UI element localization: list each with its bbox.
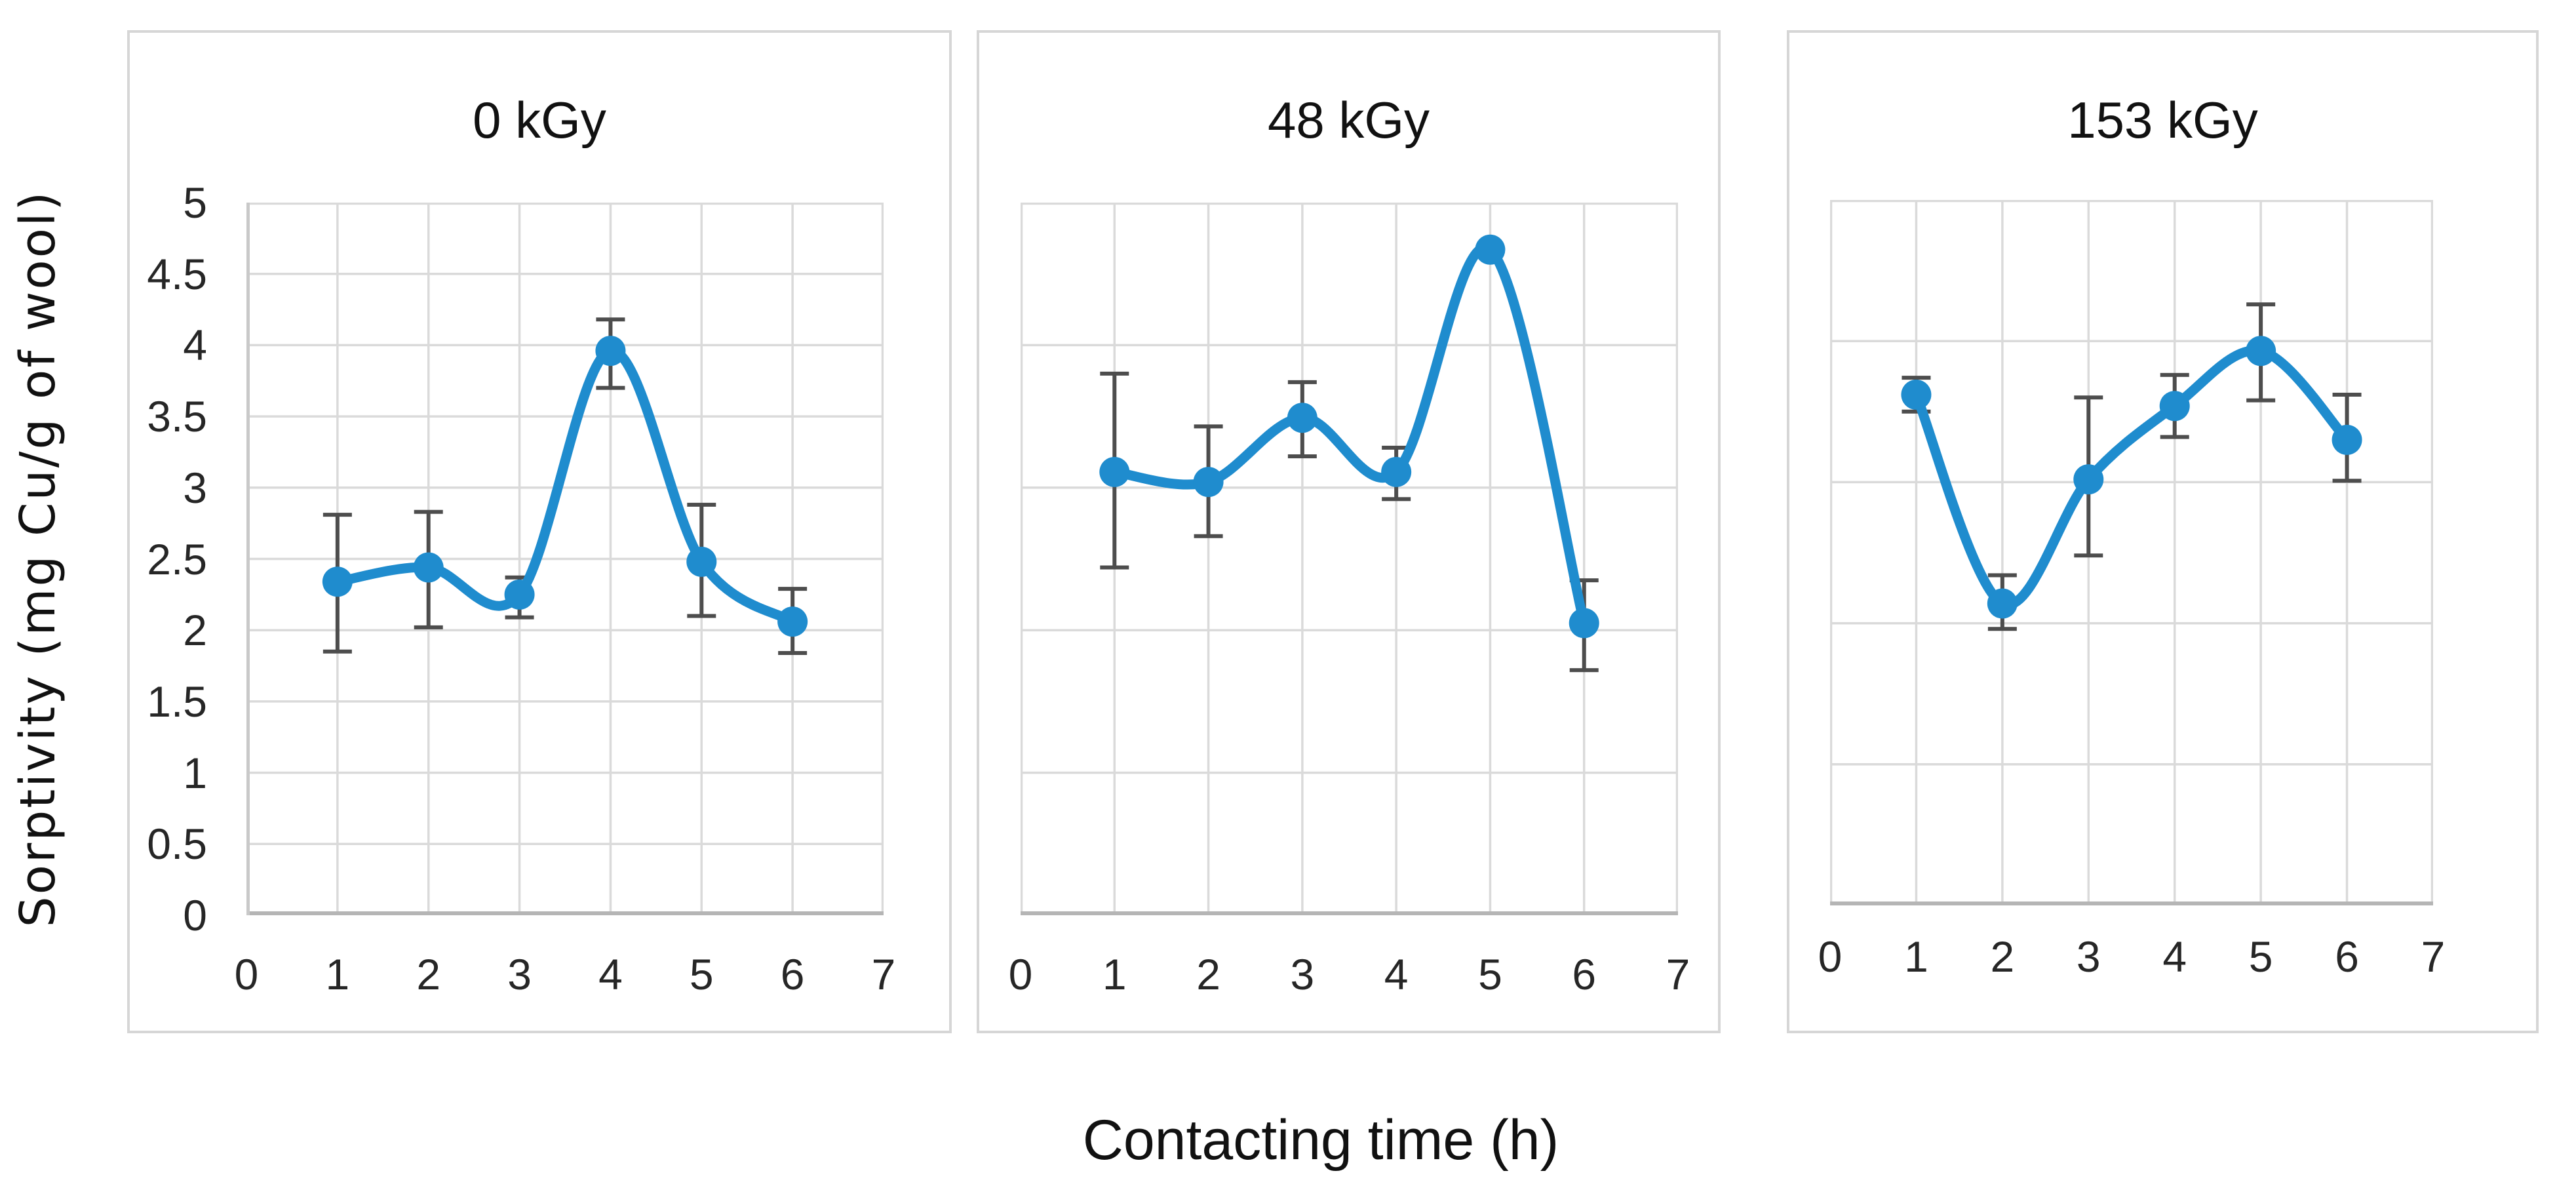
line-chart-2 xyxy=(1830,200,2433,905)
data-point-marker xyxy=(1569,608,1599,639)
panel-title-48kgy: 48 kGy xyxy=(1267,91,1430,149)
data-point-marker xyxy=(413,552,444,583)
data-point-marker xyxy=(1099,456,1130,487)
x-tick-label: 1 xyxy=(1102,950,1127,999)
x-tick-label: 0 xyxy=(1008,950,1033,999)
data-point-marker xyxy=(1193,467,1224,498)
plot-border xyxy=(1830,200,2433,905)
y-tick-label: 2.5 xyxy=(147,534,207,584)
plot-border xyxy=(1021,203,1678,915)
x-tick-label: 7 xyxy=(871,950,896,999)
data-point-marker xyxy=(1381,456,1412,487)
data-point-marker xyxy=(686,546,717,577)
x-axis-label: Contacting time (h) xyxy=(1082,1109,1559,1172)
data-point-marker xyxy=(777,606,808,637)
y-tick-label: 3 xyxy=(183,463,207,512)
data-point-marker xyxy=(1475,234,1506,265)
data-point-marker xyxy=(1987,588,2018,619)
y-tick-label: 0.5 xyxy=(147,820,207,869)
x-tick-label: 0 xyxy=(1818,932,1843,981)
y-tick-label: 4.5 xyxy=(147,249,207,298)
y-tick-label: 1 xyxy=(183,748,207,797)
x-tick-label: 6 xyxy=(2335,932,2359,981)
data-point-marker xyxy=(2246,336,2276,366)
series-line xyxy=(1109,243,1590,628)
x-tick-label: 5 xyxy=(1478,950,1502,999)
x-tick-label: 6 xyxy=(780,950,805,999)
data-point-marker xyxy=(595,336,626,366)
x-tick-label: 4 xyxy=(2162,932,2187,981)
x-tick-label: 2 xyxy=(416,950,441,999)
x-tick-label: 2 xyxy=(1196,950,1220,999)
plot-area-48kgy xyxy=(1021,203,1678,915)
y-tick-label: 3.5 xyxy=(147,392,207,441)
data-point-marker xyxy=(2332,424,2362,455)
data-point-marker xyxy=(322,566,353,597)
x-tick-label: 2 xyxy=(1990,932,2015,981)
x-tick-label: 1 xyxy=(325,950,350,999)
y-tick-label: 5 xyxy=(183,178,207,227)
data-point-marker xyxy=(504,579,535,610)
plot-area-0kgy xyxy=(246,203,884,915)
x-tick-label: 7 xyxy=(1666,950,1690,999)
data-point-marker xyxy=(2159,391,2190,422)
chart-panel-153kgy: 153 kGy 0 1 2 3 4 5 6 7 xyxy=(1787,30,2539,1033)
line-chart-0 xyxy=(246,203,884,915)
chart-panel-0kgy: 0 kGy 0 1 2 3 4 5 6 7 5 4.5 4 3.5 3 2.5 2 1.5 1 0.5 0 xyxy=(127,30,952,1033)
y-tick-label: 1.5 xyxy=(147,677,207,726)
x-tick-label: 1 xyxy=(1904,932,1928,981)
x-tick-label: 0 xyxy=(234,950,259,999)
plot-area-153kgy xyxy=(1830,200,2433,905)
data-point-marker xyxy=(1287,403,1317,433)
x-tick-label: 4 xyxy=(598,950,623,999)
chart-panel-48kgy: 48 kGy 0 1 2 3 4 5 6 7 xyxy=(977,30,1721,1033)
x-tick-label: 3 xyxy=(507,950,532,999)
panel-title-0kgy: 0 kGy xyxy=(473,91,606,149)
x-tick-label: 3 xyxy=(2076,932,2101,981)
data-point-marker xyxy=(2073,464,2104,495)
y-tick-label: 0 xyxy=(183,891,207,940)
x-tick-label: 5 xyxy=(689,950,714,999)
line-chart-1 xyxy=(1021,203,1678,915)
series-line xyxy=(332,346,798,627)
panel-title-153kgy: 153 kGy xyxy=(2067,91,2258,149)
x-tick-label: 4 xyxy=(1384,950,1409,999)
series-line xyxy=(1911,345,2352,610)
x-tick-label: 3 xyxy=(1290,950,1315,999)
x-tick-label: 7 xyxy=(2421,932,2446,981)
data-point-marker xyxy=(1901,379,1932,410)
y-tick-label: 2 xyxy=(183,606,207,655)
x-tick-label: 6 xyxy=(1572,950,1597,999)
y-tick-label: 4 xyxy=(183,321,207,370)
x-tick-label: 5 xyxy=(2248,932,2273,981)
